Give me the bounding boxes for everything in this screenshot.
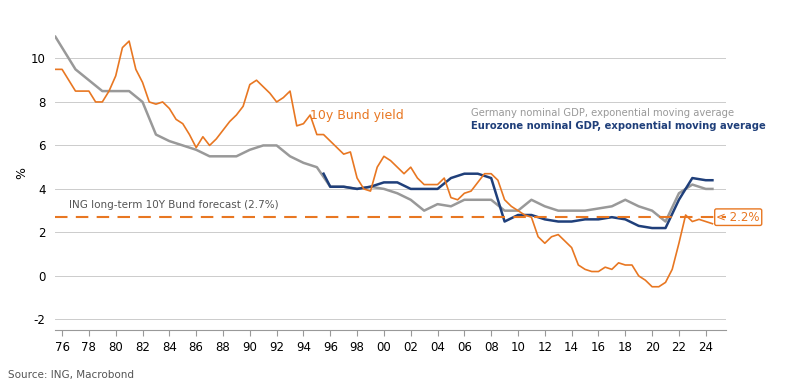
10y Bund yield	[574, 263, 583, 267]
Eurozone nominal GDP, exponential moving average	[473, 171, 482, 176]
Germany nominal GDP, exponential moving average	[661, 219, 670, 224]
Eurozone nominal GDP, exponential moving average	[634, 223, 643, 228]
10y Bund yield	[211, 137, 221, 141]
Germany nominal GDP, exponential moving average	[151, 132, 161, 137]
Eurozone nominal GDP, exponential moving average	[514, 213, 523, 217]
Eurozone nominal GDP, exponential moving average	[366, 184, 375, 189]
Germany nominal GDP, exponential moving average	[621, 197, 630, 202]
Germany nominal GDP, exponential moving average	[486, 197, 496, 202]
Germany nominal GDP, exponential moving average	[298, 161, 308, 165]
Germany nominal GDP, exponential moving average	[232, 154, 242, 159]
Germany nominal GDP, exponential moving average	[647, 209, 657, 213]
Germany nominal GDP, exponential moving average	[446, 204, 456, 209]
10y Bund yield	[258, 84, 268, 89]
Text: Germany nominal GDP, exponential moving average: Germany nominal GDP, exponential moving …	[471, 108, 734, 118]
Germany nominal GDP, exponential moving average	[708, 187, 718, 191]
Germany nominal GDP, exponential moving average	[500, 209, 510, 213]
Germany nominal GDP, exponential moving average	[687, 182, 697, 187]
Eurozone nominal GDP, exponential moving average	[326, 184, 335, 189]
Germany nominal GDP, exponential moving average	[191, 147, 201, 152]
Eurozone nominal GDP, exponential moving average	[526, 213, 536, 217]
Eurozone nominal GDP, exponential moving average	[352, 187, 362, 191]
Text: Source: ING, Macrobond: Source: ING, Macrobond	[8, 370, 134, 380]
Germany nominal GDP, exponential moving average	[526, 197, 536, 202]
Germany nominal GDP, exponential moving average	[701, 187, 710, 191]
Line: Germany nominal GDP, exponential moving average: Germany nominal GDP, exponential moving …	[55, 37, 713, 222]
Eurozone nominal GDP, exponential moving average	[701, 178, 710, 182]
Germany nominal GDP, exponential moving average	[406, 197, 415, 202]
Eurozone nominal GDP, exponential moving average	[594, 217, 603, 222]
Germany nominal GDP, exponential moving average	[165, 139, 174, 143]
Germany nominal GDP, exponential moving average	[312, 165, 322, 169]
Germany nominal GDP, exponential moving average	[98, 89, 107, 93]
Text: Eurozone nominal GDP, exponential moving average: Eurozone nominal GDP, exponential moving…	[471, 121, 766, 131]
Eurozone nominal GDP, exponential moving average	[567, 219, 577, 224]
Germany nominal GDP, exponential moving average	[339, 184, 349, 189]
Eurozone nominal GDP, exponential moving average	[433, 187, 442, 191]
Germany nominal GDP, exponential moving average	[379, 187, 389, 191]
10y Bund yield	[647, 285, 657, 289]
Text: ING long-term 10Y Bund forecast (2.7%): ING long-term 10Y Bund forecast (2.7%)	[69, 200, 278, 210]
Germany nominal GDP, exponential moving average	[634, 204, 643, 209]
Germany nominal GDP, exponential moving average	[352, 187, 362, 191]
Germany nominal GDP, exponential moving average	[124, 89, 134, 93]
Eurozone nominal GDP, exponential moving average	[419, 187, 429, 191]
Germany nominal GDP, exponential moving average	[459, 197, 469, 202]
10y Bund yield	[50, 67, 60, 72]
Germany nominal GDP, exponential moving average	[473, 197, 482, 202]
Germany nominal GDP, exponential moving average	[366, 184, 375, 189]
Germany nominal GDP, exponential moving average	[50, 35, 60, 39]
10y Bund yield	[386, 158, 395, 163]
10y Bund yield	[124, 39, 134, 43]
Germany nominal GDP, exponential moving average	[205, 154, 214, 159]
Eurozone nominal GDP, exponential moving average	[661, 226, 670, 230]
Germany nominal GDP, exponential moving average	[540, 204, 550, 209]
Text: 10y Bund yield: 10y Bund yield	[310, 109, 404, 122]
Eurozone nominal GDP, exponential moving average	[459, 171, 469, 176]
Germany nominal GDP, exponential moving average	[178, 143, 187, 148]
Eurozone nominal GDP, exponential moving average	[580, 217, 590, 222]
10y Bund yield	[232, 113, 242, 117]
Germany nominal GDP, exponential moving average	[138, 100, 147, 104]
Eurozone nominal GDP, exponential moving average	[708, 178, 718, 182]
Germany nominal GDP, exponential moving average	[70, 67, 80, 72]
Eurozone nominal GDP, exponential moving average	[339, 184, 349, 189]
Line: 10y Bund yield: 10y Bund yield	[55, 41, 713, 287]
Germany nominal GDP, exponential moving average	[326, 184, 335, 189]
Germany nominal GDP, exponential moving average	[245, 147, 254, 152]
Eurozone nominal GDP, exponential moving average	[486, 176, 496, 180]
Eurozone nominal GDP, exponential moving average	[687, 176, 697, 180]
Eurozone nominal GDP, exponential moving average	[674, 197, 684, 202]
Germany nominal GDP, exponential moving average	[272, 143, 282, 148]
10y Bund yield	[406, 165, 415, 169]
Germany nominal GDP, exponential moving average	[594, 206, 603, 211]
Germany nominal GDP, exponential moving average	[674, 191, 684, 195]
Germany nominal GDP, exponential moving average	[419, 209, 429, 213]
Germany nominal GDP, exponential moving average	[218, 154, 228, 159]
Eurozone nominal GDP, exponential moving average	[554, 219, 563, 224]
Eurozone nominal GDP, exponential moving average	[607, 215, 617, 220]
Germany nominal GDP, exponential moving average	[258, 143, 268, 148]
Germany nominal GDP, exponential moving average	[580, 209, 590, 213]
Eurozone nominal GDP, exponential moving average	[318, 171, 328, 176]
Germany nominal GDP, exponential moving average	[567, 209, 577, 213]
10y Bund yield	[708, 222, 718, 226]
Eurozone nominal GDP, exponential moving average	[379, 180, 389, 185]
Germany nominal GDP, exponential moving average	[607, 204, 617, 209]
Text: < 2.2%: < 2.2%	[717, 211, 760, 223]
Germany nominal GDP, exponential moving average	[514, 209, 523, 213]
Line: Eurozone nominal GDP, exponential moving average: Eurozone nominal GDP, exponential moving…	[323, 174, 713, 228]
Eurozone nominal GDP, exponential moving average	[500, 219, 510, 224]
Germany nominal GDP, exponential moving average	[554, 209, 563, 213]
Eurozone nominal GDP, exponential moving average	[446, 176, 456, 180]
Eurozone nominal GDP, exponential moving average	[393, 180, 402, 185]
Germany nominal GDP, exponential moving average	[433, 202, 442, 207]
Germany nominal GDP, exponential moving average	[393, 191, 402, 195]
Eurozone nominal GDP, exponential moving average	[540, 217, 550, 222]
Eurozone nominal GDP, exponential moving average	[647, 226, 657, 230]
Eurozone nominal GDP, exponential moving average	[621, 217, 630, 222]
Eurozone nominal GDP, exponential moving average	[406, 187, 415, 191]
Y-axis label: %: %	[15, 167, 28, 179]
Germany nominal GDP, exponential moving average	[286, 154, 295, 159]
